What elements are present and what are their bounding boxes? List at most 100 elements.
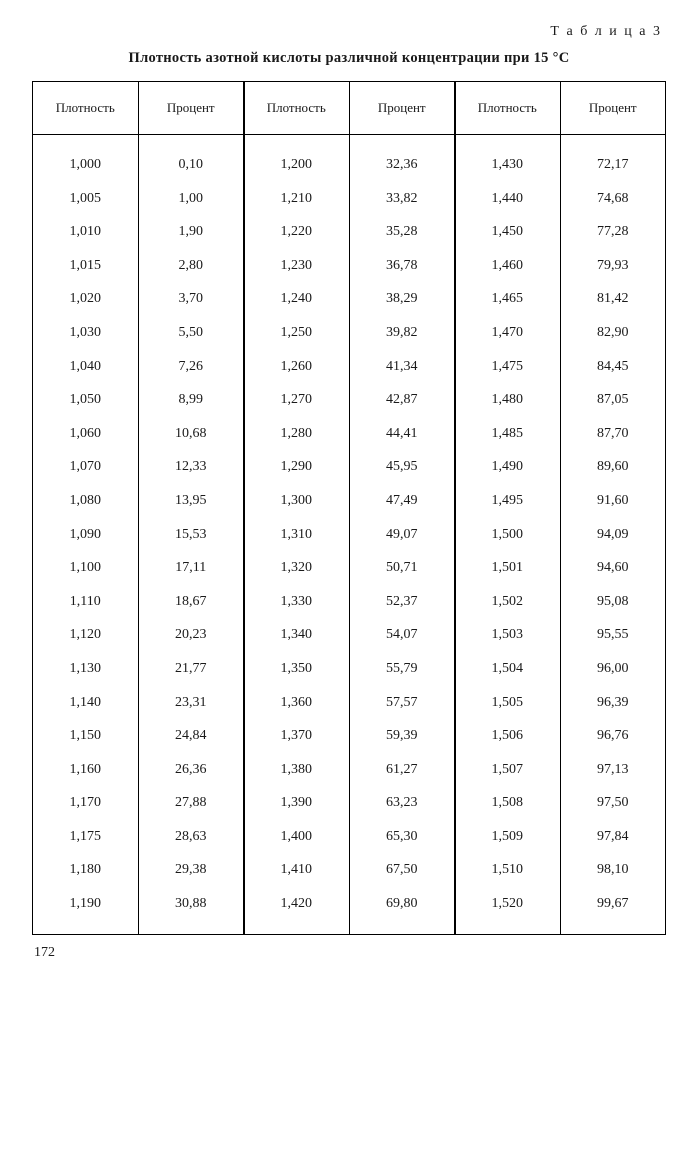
table-cell: 1,00 [138,182,244,216]
table-cell: 1,110 [33,585,139,619]
table-cell: 67,50 [349,854,455,888]
table-cell: 87,05 [560,383,666,417]
table-cell: 1,070 [33,451,139,485]
table-cell: 23,31 [138,686,244,720]
table-cell: 94,60 [560,551,666,585]
table-cell: 82,90 [560,316,666,350]
table-cell: 3,70 [138,283,244,317]
table-cell: 63,23 [349,786,455,820]
table-label: Т а б л и ц а 3 [32,24,666,40]
table-cell: 1,485 [455,417,561,451]
col-header-percent-1: Процент [138,82,244,135]
table-cell: 7,26 [138,350,244,384]
table-cell: 1,410 [244,854,350,888]
table-row: 1,08013,951,30047,491,49591,60 [33,484,666,518]
col-header-density-2: Плотность [244,82,350,135]
table-cell: 55,79 [349,652,455,686]
table-cell: 1,320 [244,551,350,585]
table-cell: 45,95 [349,451,455,485]
table-cell: 33,82 [349,182,455,216]
table-cell: 1,300 [244,484,350,518]
table-cell: 1,120 [33,619,139,653]
table-cell: 1,330 [244,585,350,619]
table-cell: 1,370 [244,719,350,753]
table-cell: 13,95 [138,484,244,518]
table-cell: 74,68 [560,182,666,216]
table-cell: 50,71 [349,551,455,585]
table-cell: 20,23 [138,619,244,653]
table-cell: 79,93 [560,249,666,283]
table-cell: 27,88 [138,786,244,820]
col-header-percent-2: Процент [349,82,455,135]
table-cell: 1,501 [455,551,561,585]
table-cell: 17,11 [138,551,244,585]
table-cell: 1,000 [33,135,139,182]
table-cell: 1,080 [33,484,139,518]
table-cell: 1,430 [455,135,561,182]
table-cell: 1,505 [455,686,561,720]
table-cell: 1,270 [244,383,350,417]
table-cell: 1,475 [455,350,561,384]
table-cell: 35,28 [349,215,455,249]
table-cell: 1,504 [455,652,561,686]
table-cell: 1,100 [33,551,139,585]
table-row: 1,0000,101,20032,361,43072,17 [33,135,666,182]
table-cell: 1,500 [455,518,561,552]
table-cell: 41,34 [349,350,455,384]
table-row: 1,0305,501,25039,821,47082,90 [33,316,666,350]
table-cell: 87,70 [560,417,666,451]
table-cell: 81,42 [560,283,666,317]
table-cell: 72,17 [560,135,666,182]
table-cell: 1,450 [455,215,561,249]
table-cell: 10,68 [138,417,244,451]
table-cell: 44,41 [349,417,455,451]
table-cell: 91,60 [560,484,666,518]
table-cell: 30,88 [138,887,244,934]
table-row: 1,18029,381,41067,501,51098,10 [33,854,666,888]
table-cell: 1,220 [244,215,350,249]
col-header-density-1: Плотность [33,82,139,135]
table-cell: 1,510 [455,854,561,888]
table-cell: 1,508 [455,786,561,820]
table-cell: 18,67 [138,585,244,619]
table-cell: 1,190 [33,887,139,934]
table-cell: 1,360 [244,686,350,720]
table-cell: 98,10 [560,854,666,888]
table-cell: 1,170 [33,786,139,820]
table-cell: 96,76 [560,719,666,753]
table-cell: 1,230 [244,249,350,283]
table-cell: 89,60 [560,451,666,485]
table-cell: 1,020 [33,283,139,317]
table-row: 1,13021,771,35055,791,50496,00 [33,652,666,686]
table-cell: 1,150 [33,719,139,753]
table-cell: 1,90 [138,215,244,249]
table-cell: 1,440 [455,182,561,216]
table-cell: 5,50 [138,316,244,350]
table-cell: 1,015 [33,249,139,283]
table-cell: 1,040 [33,350,139,384]
table-cell: 47,49 [349,484,455,518]
table-row: 1,0101,901,22035,281,45077,28 [33,215,666,249]
table-cell: 84,45 [560,350,666,384]
table-cell: 1,390 [244,786,350,820]
table-cell: 1,030 [33,316,139,350]
table-cell: 32,36 [349,135,455,182]
table-cell: 49,07 [349,518,455,552]
table-cell: 1,160 [33,753,139,787]
table-cell: 1,350 [244,652,350,686]
table-cell: 1,140 [33,686,139,720]
table-row: 1,19030,881,42069,801,52099,67 [33,887,666,934]
table-cell: 1,509 [455,820,561,854]
table-cell: 69,80 [349,887,455,934]
table-header-row: Плотность Процент Плотность Процент Плот… [33,82,666,135]
table-cell: 1,060 [33,417,139,451]
table-cell: 59,39 [349,719,455,753]
table-cell: 29,38 [138,854,244,888]
table-cell: 1,175 [33,820,139,854]
table-cell: 1,503 [455,619,561,653]
table-cell: 42,87 [349,383,455,417]
table-cell: 39,82 [349,316,455,350]
table-cell: 1,240 [244,283,350,317]
col-header-percent-3: Процент [560,82,666,135]
table-row: 1,17027,881,39063,231,50897,50 [33,786,666,820]
